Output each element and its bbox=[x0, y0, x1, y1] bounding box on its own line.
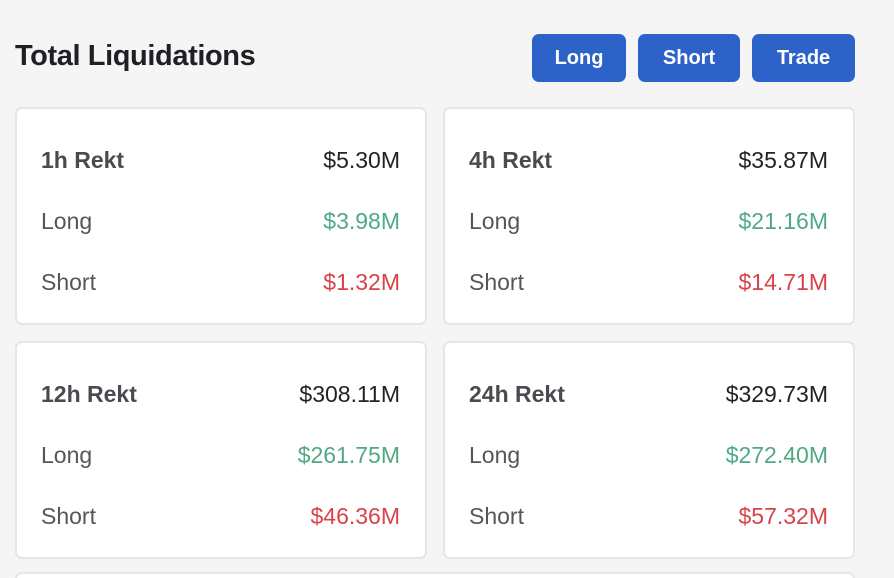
long-label: Long bbox=[469, 208, 521, 234]
period-label: 24h Rekt bbox=[469, 381, 565, 407]
short-row: Short $57.32M bbox=[469, 503, 828, 530]
long-label: Long bbox=[469, 442, 521, 468]
card-header-row: 1h Rekt $5.30M bbox=[41, 147, 400, 174]
short-value: $1.32M bbox=[323, 269, 400, 295]
period-label: 4h Rekt bbox=[469, 147, 553, 173]
long-row: Long $272.40M bbox=[469, 442, 828, 469]
short-label: Short bbox=[469, 503, 524, 529]
short-value: $57.32M bbox=[738, 503, 828, 529]
liquidation-card-1h: 1h Rekt $5.30M Long $3.98M Short $1.32M bbox=[15, 107, 427, 325]
long-value: $261.75M bbox=[297, 442, 400, 468]
long-row: Long $261.75M bbox=[41, 442, 400, 469]
long-value: $21.16M bbox=[738, 208, 828, 234]
short-value: $46.36M bbox=[310, 503, 400, 529]
next-card-partial bbox=[15, 572, 855, 578]
short-label: Short bbox=[41, 269, 96, 295]
trade-button[interactable]: Trade bbox=[752, 34, 855, 82]
long-button[interactable]: Long bbox=[532, 34, 626, 82]
page-title: Total Liquidations bbox=[15, 40, 256, 72]
card-header-row: 4h Rekt $35.87M bbox=[469, 147, 828, 174]
short-row: Short $1.32M bbox=[41, 269, 400, 296]
short-row: Short $46.36M bbox=[41, 503, 400, 530]
liquidation-card-24h: 24h Rekt $329.73M Long $272.40M Short $5… bbox=[443, 341, 855, 559]
short-value: $14.71M bbox=[738, 269, 828, 295]
short-button[interactable]: Short bbox=[638, 34, 740, 82]
short-row: Short $14.71M bbox=[469, 269, 828, 296]
total-value: $308.11M bbox=[299, 381, 400, 407]
short-label: Short bbox=[469, 269, 524, 295]
long-value: $272.40M bbox=[725, 442, 828, 468]
long-row: Long $3.98M bbox=[41, 208, 400, 235]
long-row: Long $21.16M bbox=[469, 208, 828, 235]
long-label: Long bbox=[41, 442, 93, 468]
total-value: $35.87M bbox=[738, 147, 828, 173]
card-header-row: 24h Rekt $329.73M bbox=[469, 381, 828, 408]
short-label: Short bbox=[41, 503, 96, 529]
liquidation-card-4h: 4h Rekt $35.87M Long $21.16M Short $14.7… bbox=[443, 107, 855, 325]
period-label: 12h Rekt bbox=[41, 381, 137, 407]
long-value: $3.98M bbox=[323, 208, 400, 234]
card-header-row: 12h Rekt $308.11M bbox=[41, 381, 400, 408]
long-label: Long bbox=[41, 208, 93, 234]
liquidation-card-12h: 12h Rekt $308.11M Long $261.75M Short $4… bbox=[15, 341, 427, 559]
total-value: $329.73M bbox=[725, 381, 828, 407]
period-label: 1h Rekt bbox=[41, 147, 125, 173]
total-value: $5.30M bbox=[323, 147, 400, 173]
